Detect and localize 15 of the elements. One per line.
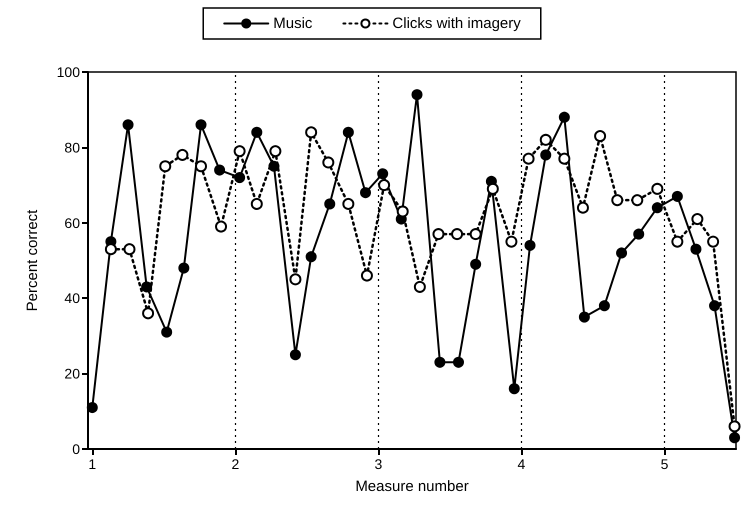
y-tick-label: 80 (64, 139, 80, 156)
y-tick-label: 20 (64, 366, 80, 382)
x-axis-title: Measure number (355, 478, 469, 495)
x-tick-label: 3 (374, 456, 382, 472)
legend-label: Music (273, 15, 313, 32)
x-tick-label: 4 (518, 456, 526, 472)
x-tick-label: 5 (660, 456, 669, 472)
y-tick-label: 100 (56, 64, 80, 80)
y-tick-label: 40 (64, 290, 80, 306)
y-tick-label: 60 (64, 214, 80, 231)
x-tick-label: 2 (231, 456, 240, 472)
y-axis-title: Percent correct (24, 208, 41, 312)
legend-label: Clicks with imagery (392, 15, 522, 32)
x-tick-label: 1 (88, 456, 96, 472)
y-tick-label: 0 (72, 441, 80, 457)
